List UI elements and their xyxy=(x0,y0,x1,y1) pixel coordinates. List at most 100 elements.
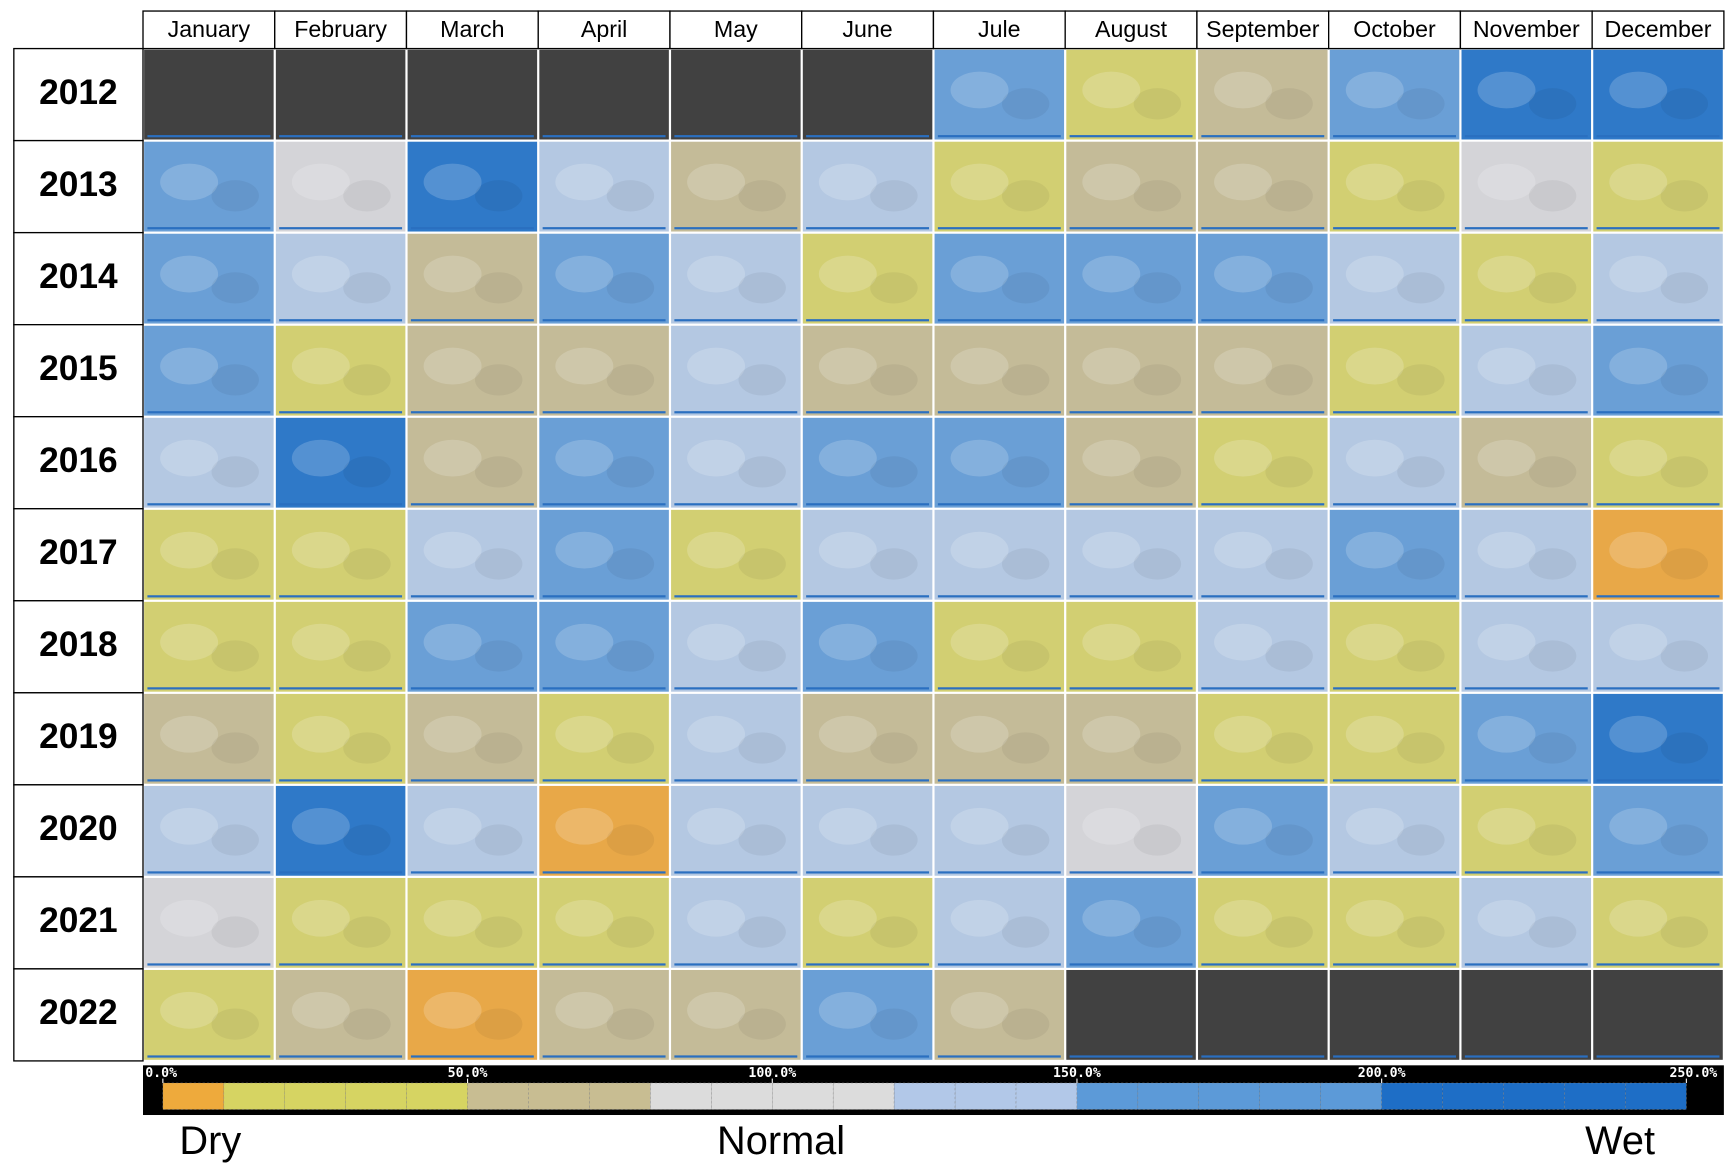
map-scale-strip xyxy=(543,319,666,321)
colorbar-segment xyxy=(1199,1083,1260,1109)
map-texture xyxy=(951,256,1009,293)
colorbar-segment xyxy=(711,1083,772,1109)
map-texture xyxy=(951,72,1009,109)
map-texture xyxy=(607,272,654,303)
map-scale-strip xyxy=(938,1055,1061,1057)
map-scale-strip xyxy=(279,411,402,413)
map-texture xyxy=(1478,716,1536,753)
map-scale-strip xyxy=(411,135,534,137)
map-thumbnail xyxy=(1066,970,1196,1060)
map-texture xyxy=(292,256,350,293)
map-texture xyxy=(870,272,917,303)
map-scale-strip xyxy=(147,595,270,597)
map-texture xyxy=(1214,900,1272,937)
map-texture xyxy=(292,808,350,845)
map-scale-strip xyxy=(806,135,929,137)
map-scale-strip xyxy=(147,779,270,781)
map-texture xyxy=(1529,456,1576,487)
map-texture xyxy=(160,624,218,661)
map-scale-strip xyxy=(1333,595,1456,597)
year-label: 2012 xyxy=(39,73,118,112)
map-texture xyxy=(292,716,350,753)
map-texture xyxy=(819,256,877,293)
map-scale-strip xyxy=(1201,1055,1324,1057)
map-scale-strip xyxy=(1465,595,1588,597)
map-texture xyxy=(1661,88,1708,119)
map-scale-strip xyxy=(938,687,1061,689)
map-scale-strip xyxy=(411,1055,534,1057)
map-texture xyxy=(1214,440,1272,477)
map-texture xyxy=(1134,640,1181,671)
map-texture xyxy=(1134,88,1181,119)
map-texture xyxy=(475,548,522,579)
colorbar-segment xyxy=(1016,1083,1077,1109)
map-texture xyxy=(1346,440,1404,477)
map-texture xyxy=(1082,256,1140,293)
map-texture xyxy=(870,732,917,763)
month-header: August xyxy=(1095,16,1168,42)
map-texture xyxy=(475,456,522,487)
map-scale-strip xyxy=(1333,1055,1456,1057)
map-texture xyxy=(343,180,390,211)
map-scale-strip xyxy=(411,687,534,689)
map-texture xyxy=(1265,180,1312,211)
map-texture xyxy=(292,440,350,477)
map-texture xyxy=(1214,532,1272,569)
map-texture xyxy=(343,640,390,671)
map-texture xyxy=(951,532,1009,569)
map-scale-strip xyxy=(1333,227,1456,229)
map-texture xyxy=(870,364,917,395)
map-scale-strip xyxy=(806,319,929,321)
map-thumbnail xyxy=(1462,970,1592,1060)
map-scale-strip xyxy=(1465,871,1588,873)
map-texture xyxy=(1002,1008,1049,1039)
map-texture xyxy=(1134,272,1181,303)
map-texture xyxy=(819,440,877,477)
map-texture xyxy=(870,640,917,671)
map-scale-strip xyxy=(1333,411,1456,413)
map-scale-strip xyxy=(1597,135,1720,137)
map-texture xyxy=(1529,272,1576,303)
map-scale-strip xyxy=(1201,963,1324,965)
year-label: 2022 xyxy=(39,993,118,1032)
map-texture xyxy=(870,1008,917,1039)
map-texture xyxy=(1214,348,1272,385)
colorbar-segment xyxy=(894,1083,955,1109)
colorbar-segment xyxy=(1382,1083,1443,1109)
map-texture xyxy=(738,824,785,855)
map-scale-strip xyxy=(1333,503,1456,505)
map-texture xyxy=(343,824,390,855)
map-texture xyxy=(1082,72,1140,109)
map-scale-strip xyxy=(674,319,797,321)
map-scale-strip xyxy=(806,595,929,597)
map-scale-strip xyxy=(1070,319,1193,321)
map-scale-strip xyxy=(1070,227,1193,229)
map-texture xyxy=(1529,88,1576,119)
map-texture xyxy=(555,348,613,385)
map-texture xyxy=(1397,180,1444,211)
map-texture xyxy=(475,364,522,395)
map-texture xyxy=(424,348,482,385)
map-texture xyxy=(292,348,350,385)
map-texture xyxy=(555,532,613,569)
map-texture xyxy=(555,900,613,937)
map-scale-strip xyxy=(1333,871,1456,873)
map-scale-strip xyxy=(1465,687,1588,689)
map-texture xyxy=(212,272,259,303)
map-scale-strip xyxy=(674,411,797,413)
map-texture xyxy=(1529,824,1576,855)
map-scale-strip xyxy=(411,963,534,965)
map-texture xyxy=(687,808,745,845)
map-scale-strip xyxy=(938,135,1061,137)
map-texture xyxy=(951,440,1009,477)
map-texture xyxy=(1397,916,1444,947)
map-texture xyxy=(424,532,482,569)
map-scale-strip xyxy=(411,871,534,873)
map-texture xyxy=(607,1008,654,1039)
map-texture xyxy=(1609,72,1667,109)
map-texture xyxy=(1397,732,1444,763)
map-scale-strip xyxy=(543,871,666,873)
map-texture xyxy=(607,364,654,395)
map-texture xyxy=(1346,808,1404,845)
map-texture xyxy=(1529,640,1576,671)
